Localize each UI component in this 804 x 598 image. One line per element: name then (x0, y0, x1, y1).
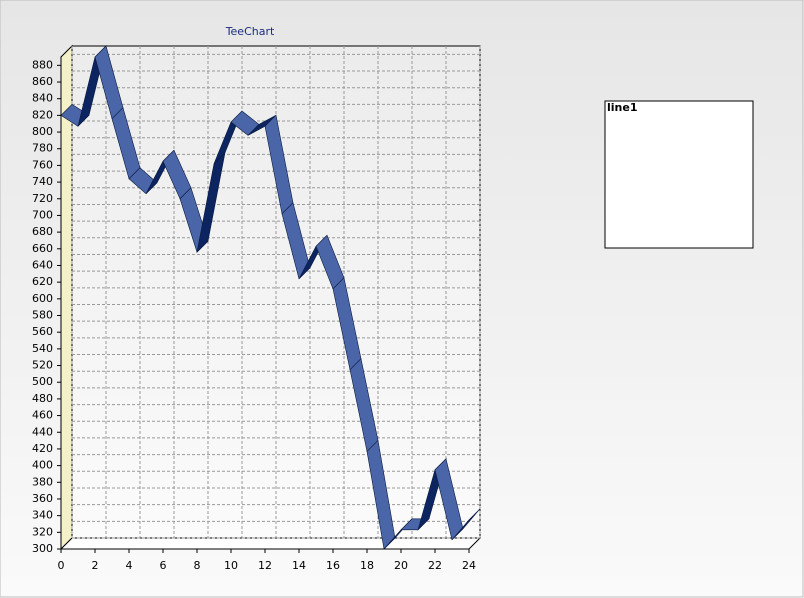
y-tick-label: 740 (32, 175, 53, 188)
x-tick-label: 18 (360, 559, 374, 572)
y-tick-label: 700 (32, 208, 53, 221)
y-tick-label: 720 (32, 192, 53, 205)
y-tick-label: 340 (32, 509, 53, 522)
y-tick-label: 780 (32, 142, 53, 155)
y-tick-label: 580 (32, 309, 53, 322)
y-tick-label: 800 (32, 125, 53, 138)
y-tick-label: 420 (32, 442, 53, 455)
legend-label: line1 (607, 101, 638, 114)
y-tick-label: 480 (32, 392, 53, 405)
x-tick-label: 24 (462, 559, 476, 572)
x-tick-label: 2 (92, 559, 99, 572)
y-tick-label: 360 (32, 492, 53, 505)
y-tick-label: 520 (32, 359, 53, 372)
x-tick-label: 14 (292, 559, 306, 572)
x-tick-label: 4 (126, 559, 133, 572)
y-tick-label: 440 (32, 425, 53, 438)
y-tick-label: 560 (32, 325, 53, 338)
x-tick-label: 6 (160, 559, 167, 572)
ribbon-segment (451, 508, 481, 541)
plot (60, 45, 481, 550)
axes: 3003203403603804004204404604805005205405… (32, 57, 476, 572)
y-tick-label: 860 (32, 75, 53, 88)
y-tick-label: 680 (32, 225, 53, 238)
y-tick-label: 880 (32, 58, 53, 71)
x-tick-label: 16 (326, 559, 340, 572)
y-tick-label: 620 (32, 275, 53, 288)
y-tick-label: 460 (32, 409, 53, 422)
y-tick-label: 840 (32, 92, 53, 105)
x-tick-label: 12 (258, 559, 272, 572)
y-tick-label: 600 (32, 292, 53, 305)
legend-box (604, 100, 754, 249)
y-tick-label: 820 (32, 108, 53, 121)
y-tick-label: 400 (32, 459, 53, 472)
y-tick-label: 660 (32, 242, 53, 255)
y-tick-label: 640 (32, 258, 53, 271)
x-tick-label: 22 (428, 559, 442, 572)
y-tick-label: 380 (32, 475, 53, 488)
y-tick-label: 760 (32, 158, 53, 171)
y-tick-label: 320 (32, 525, 53, 538)
x-tick-label: 8 (194, 559, 201, 572)
y-tick-label: 300 (32, 542, 53, 555)
x-tick-label: 0 (58, 559, 65, 572)
chart-title: TeeChart (225, 25, 275, 38)
y-tick-label: 500 (32, 375, 53, 388)
floor (59, 537, 482, 550)
legend: line1 (607, 101, 638, 114)
x-tick-label: 10 (224, 559, 238, 572)
x-tick-label: 20 (394, 559, 408, 572)
y-tick-label: 540 (32, 342, 53, 355)
grid (71, 46, 481, 539)
